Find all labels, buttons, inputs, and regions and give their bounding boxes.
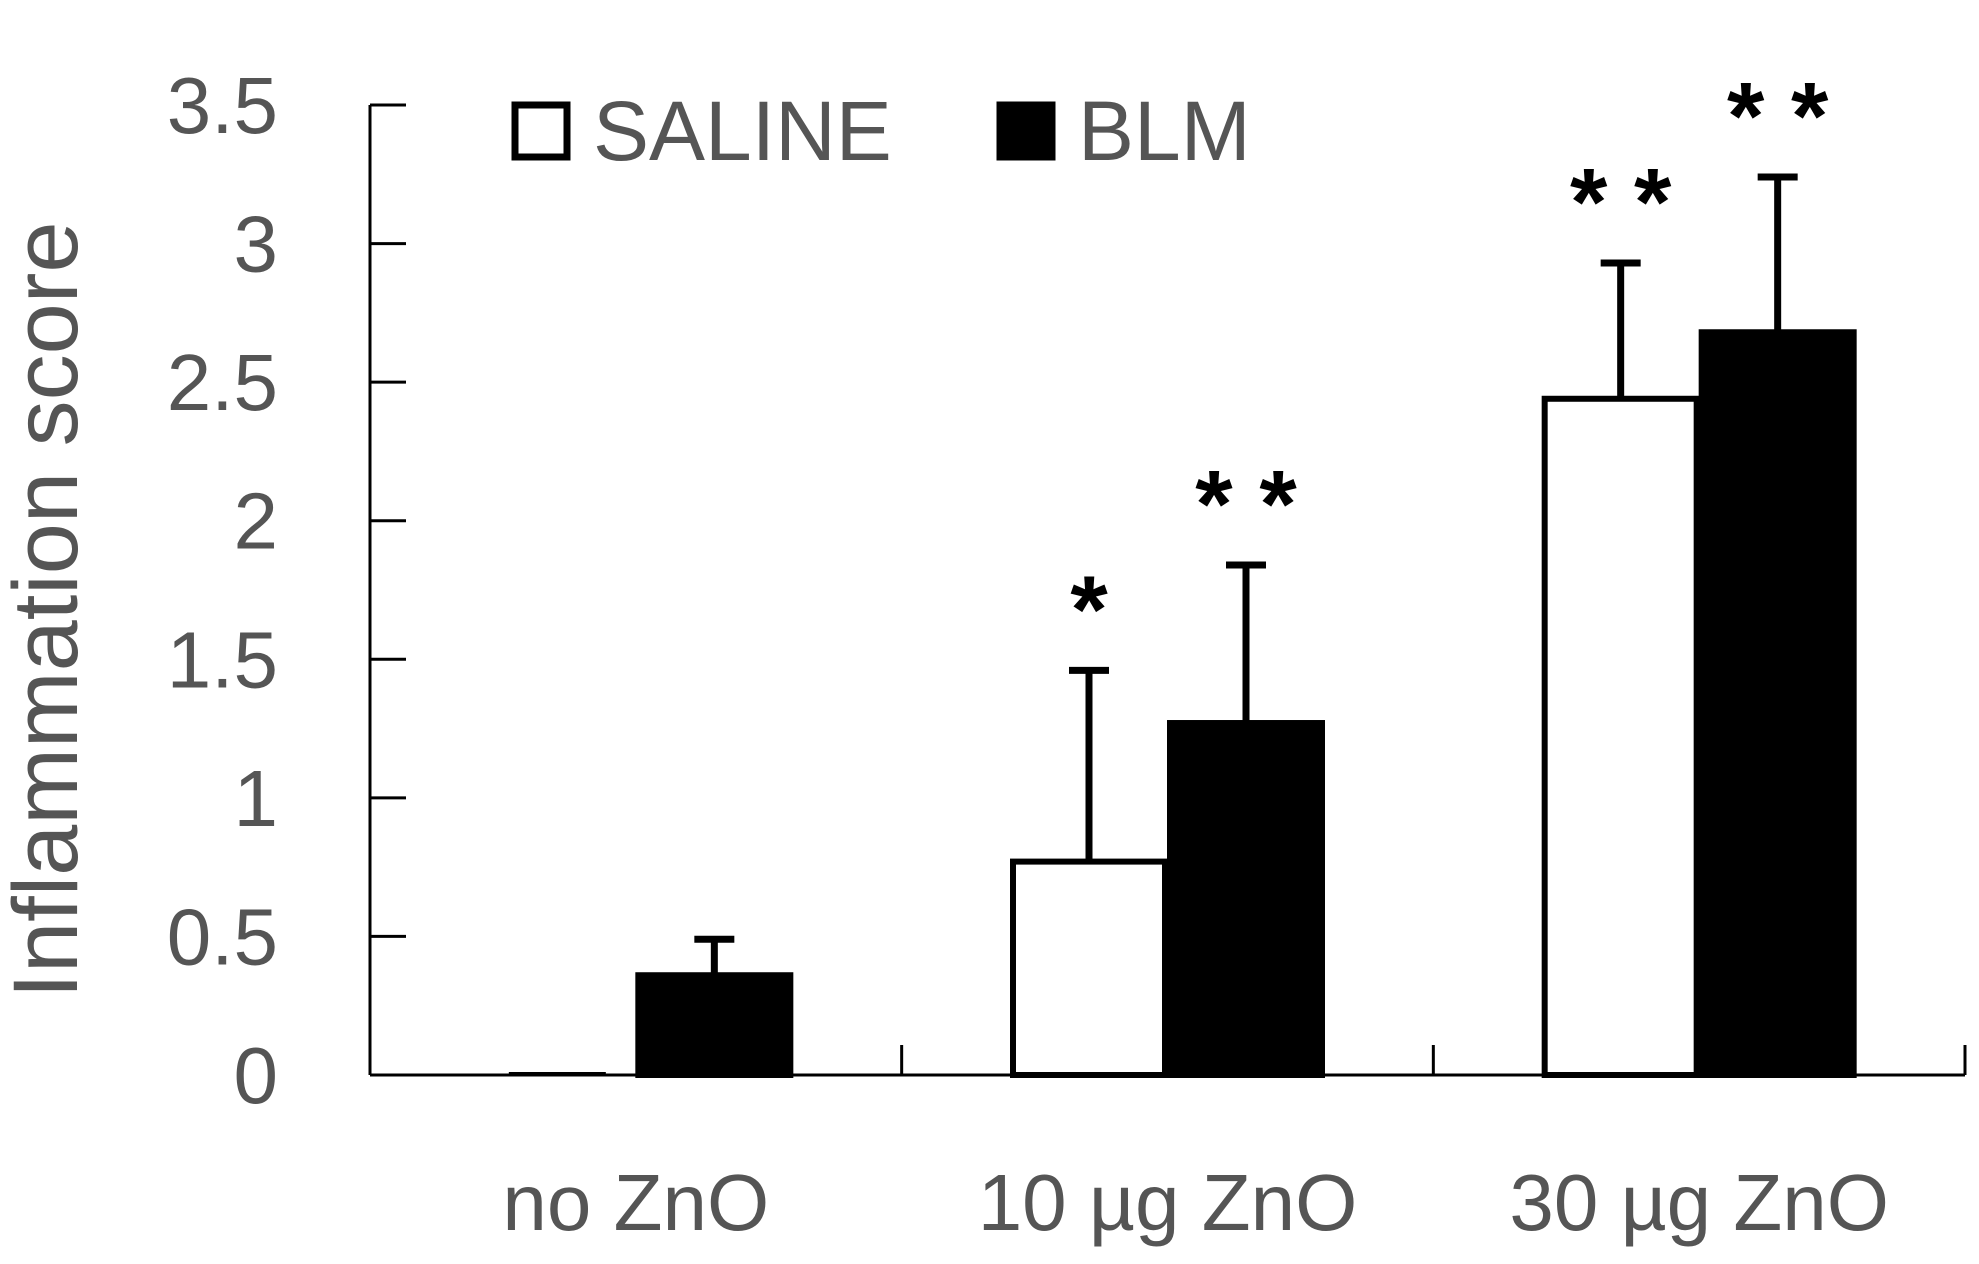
bars: [508, 329, 1857, 1079]
bar-saline: [1541, 395, 1700, 1078]
y-tick-label: 3: [234, 200, 279, 289]
y-tick-label: 1.5: [167, 615, 278, 704]
category-labels: no ZnO 10 µg ZnO 30 µg ZnO: [502, 1158, 1889, 1247]
y-tick-label: 2.5: [167, 338, 278, 427]
legend-swatch-blm: [996, 101, 1056, 161]
significance-marker: * *: [1570, 149, 1672, 256]
bar-blm: [1698, 329, 1857, 1078]
y-tick-labels: 0 0.5 1 1.5 2 2.5 3 3.5: [167, 61, 278, 1120]
significance-markers: * * * * * * *: [1070, 63, 1829, 663]
y-tick-label: 0.5: [167, 892, 278, 981]
y-axis-label: Inflammation score: [0, 221, 97, 998]
legend-label-blm: BLM: [1078, 84, 1251, 178]
significance-marker: * *: [1727, 63, 1829, 170]
y-tick-label: 3.5: [167, 61, 278, 150]
bar-saline: [1010, 858, 1168, 1078]
bar-blm: [1167, 720, 1325, 1078]
category-label: 30 µg ZnO: [1509, 1158, 1889, 1247]
significance-marker: * *: [1195, 451, 1297, 558]
bar-blm: [635, 972, 794, 1079]
legend-label-saline: SALINE: [593, 84, 892, 178]
category-label: 10 µg ZnO: [978, 1158, 1358, 1247]
error-bars: [694, 173, 1798, 976]
legend: SALINE BLM: [511, 84, 1251, 178]
y-tick-label: 1: [234, 754, 279, 843]
y-tick-label: 0: [234, 1031, 279, 1120]
legend-swatch-saline: [511, 101, 571, 161]
y-tick-label: 2: [234, 477, 279, 566]
category-label: no ZnO: [502, 1158, 769, 1247]
significance-marker: *: [1070, 556, 1108, 663]
